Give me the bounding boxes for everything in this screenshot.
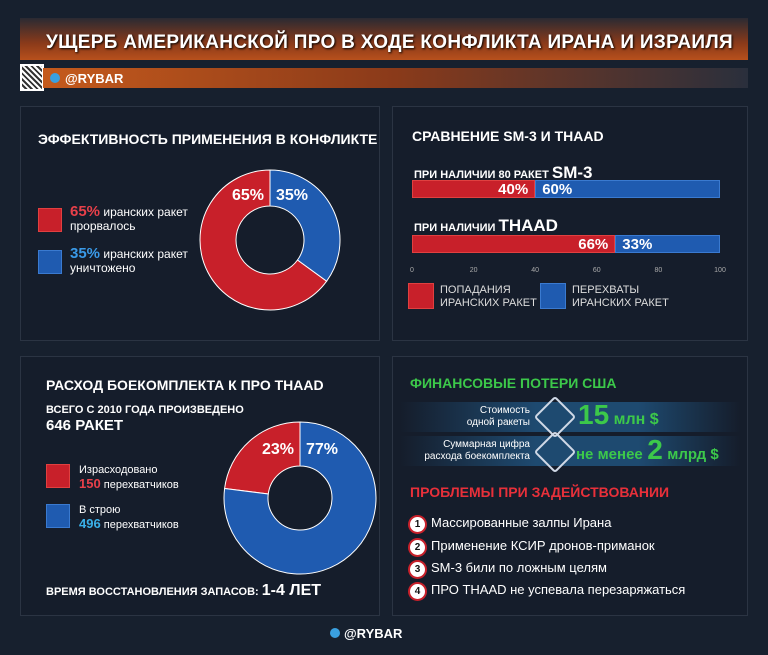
donut-label: 23% xyxy=(262,441,294,458)
bar-label-thaad: ПРИ НАЛИЧИИ THAAD xyxy=(414,216,558,235)
legend-swatch-red xyxy=(38,208,62,232)
panel-finance xyxy=(392,356,748,616)
legend-item: В строю 496 перехватчиков xyxy=(79,504,179,531)
cost1-label: Стоимость одной ракеты xyxy=(466,405,530,428)
problem-item: 3 SM-3 били по ложным целям xyxy=(410,560,607,577)
qr-code xyxy=(20,64,44,91)
donut-label: 65% xyxy=(232,187,264,204)
cost2-label: Суммарная цифра расхода боекомплекта xyxy=(424,439,530,462)
legend-swatch-blue xyxy=(540,283,566,309)
donut-slice-blue xyxy=(269,169,341,282)
legend-item: 65% иранских ракет прорвалось xyxy=(70,203,188,233)
cost-row xyxy=(400,402,740,432)
bar-segment-hits: 66% xyxy=(412,235,616,253)
panel-comparison xyxy=(392,106,748,341)
page-title: УЩЕРБ АМЕРИКАНСКОЙ ПРО В ХОДЕ КОНФЛИКТА … xyxy=(46,32,733,53)
legend-intercepts: ПЕРЕХВАТЫ ИРАНСКИХ РАКЕТ xyxy=(572,284,669,309)
donut-label: 35% xyxy=(276,187,308,204)
problem-item: 2 Применение КСИР дронов-приманок xyxy=(410,538,655,555)
x-tick-label: 20 xyxy=(469,267,478,274)
donut-label: 77% xyxy=(306,441,338,458)
panel-title: ЭФФЕКТИВНОСТЬ ПРИМЕНЕНИЯ В КОНФЛИКТЕ xyxy=(38,131,378,147)
panel-title: СРАВНЕНИЕ SM-3 И THAAD xyxy=(412,128,604,144)
donut-slice-red xyxy=(224,421,301,495)
donut-slice-red xyxy=(199,169,328,311)
total-line: ВСЕГО С 2010 ГОДА ПРОИЗВЕДЕНО xyxy=(46,404,244,416)
bar-segment-intercepts: 60% xyxy=(535,180,720,198)
legend-swatch-red xyxy=(46,464,70,488)
x-tick-label: 80 xyxy=(654,267,663,274)
donut-slice-blue xyxy=(223,421,377,575)
problem-item: 1 Массированные залпы Ирана xyxy=(410,515,611,532)
legend-swatch-blue xyxy=(38,250,62,274)
header-banner: УЩЕРБ АМЕРИКАНСКОЙ ПРО В ХОДЕ КОНФЛИКТА … xyxy=(20,18,748,60)
problems-title: ПРОБЛЕМЫ ПРИ ЗАДЕЙСТВОВАНИИ xyxy=(410,484,670,500)
channel-bar: @RYBAR xyxy=(43,68,748,88)
x-tick-label: 100 xyxy=(714,267,726,274)
cost1-value: 15 млн $ xyxy=(578,399,659,430)
x-tick-label: 0 xyxy=(410,267,414,274)
legend-swatch-blue xyxy=(46,504,70,528)
x-tick-label: 60 xyxy=(592,267,601,274)
bar-segment-hits: 40% xyxy=(412,180,536,198)
bar-row-sm-3: 40% 60% xyxy=(412,180,720,198)
channel-handle[interactable]: @RYBAR xyxy=(65,71,124,86)
cost-row xyxy=(400,436,740,466)
bar-label-sm3: ПРИ НАЛИЧИИ 80 РАКЕТ SM-3 xyxy=(414,163,593,182)
panel-ammo xyxy=(20,356,380,616)
finance-title: ФИНАНСОВЫЕ ПОТЕРИ США xyxy=(410,375,617,391)
legend-hits: ПОПАДАНИЯ ИРАНСКИХ РАКЕТ xyxy=(440,284,537,309)
telegram-icon xyxy=(330,628,340,638)
donut-efficiency: 65% 35% xyxy=(199,169,341,311)
panel-title: РАСХОД БОЕКОМПЛЕКТА К ПРО THAAD xyxy=(46,377,324,393)
x-tick-label: 40 xyxy=(531,267,540,274)
total-value: 646 РАКЕТ xyxy=(46,417,124,434)
footer-channel[interactable]: @RYBAR xyxy=(330,626,402,641)
telegram-icon xyxy=(50,73,60,83)
cost2-value: не менее 2 млрд $ xyxy=(576,434,719,465)
donut-ammo: 23% 77% xyxy=(223,421,377,575)
bar-segment-intercepts: 33% xyxy=(615,235,720,253)
legend-swatch-red xyxy=(408,283,434,309)
restore-time: ВРЕМЯ ВОССТАНОВЛЕНИЯ ЗАПАСОВ: 1-4 ЛЕТ xyxy=(46,582,322,599)
legend-item: Израсходовано 150 перехватчиков xyxy=(79,464,179,491)
bar-row-thaad: 66% 33% xyxy=(412,235,720,253)
problem-item: 4 ПРО THAAD не успевала перезаряжаться xyxy=(410,582,685,599)
legend-item: 35% иранских ракет уничтожено xyxy=(70,245,188,275)
